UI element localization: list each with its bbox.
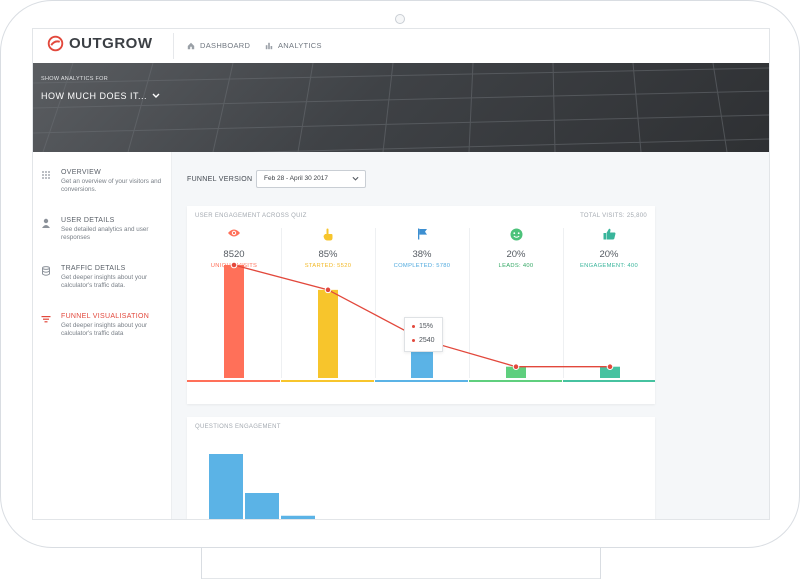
tooltip-pct-row: 15%	[412, 323, 433, 330]
funnel-chart	[187, 261, 655, 382]
funnel-icon	[41, 316, 51, 323]
column-divider	[375, 228, 376, 378]
sidebar-item-traffic-details[interactable]: TRAFFIC DETAILS Get deeper insights abou…	[41, 265, 169, 299]
question-bar	[245, 493, 279, 519]
column-divider	[469, 228, 470, 378]
stage-label: ENGAGEMENT: 400	[580, 263, 638, 269]
database-icon	[42, 266, 50, 276]
funnel-bar	[318, 289, 338, 378]
tooltip-count: 2540	[419, 337, 435, 344]
stage-value: 20%	[506, 249, 526, 260]
top-navbar: OUTGROW DASHBOARD ANALYTICS	[33, 29, 769, 64]
webcam	[395, 14, 405, 24]
sidebar-item-overview[interactable]: OVERVIEW Get an overview of your visitor…	[41, 169, 169, 203]
funnel-stage-engagement[interactable]: 20% ENGAGEMENT: 400	[563, 228, 655, 278]
chart-tooltip: 15% 2540	[404, 317, 443, 352]
funnel-baseline	[563, 380, 655, 382]
chevron-down-icon	[152, 93, 160, 98]
monitor-frame: OUTGROW DASHBOARD ANALYTICS	[32, 14, 770, 520]
engagement-card-title: USER ENGAGEMENT ACROSS QUIZ	[195, 213, 307, 219]
funnel-bar	[506, 366, 526, 378]
eye-icon-wrap	[187, 228, 281, 240]
bar-chart-icon	[265, 42, 273, 49]
stage-label: STARTED: 5520	[304, 263, 352, 269]
stage-value: 8520	[223, 249, 245, 260]
flag-icon-wrap	[375, 228, 469, 240]
tooltip-dot	[412, 325, 415, 328]
nav-analytics-label: ANALYTICS	[278, 41, 322, 50]
nav-dashboard[interactable]: DASHBOARD	[187, 41, 250, 50]
stage-label: LEADS: 400	[498, 263, 534, 269]
flag-icon	[417, 228, 427, 240]
sidebar-item-traffic-details-desc: Get deeper insights about your calculato…	[61, 274, 148, 289]
sidebar-item-user-details[interactable]: USER DETAILS See detailed analytics and …	[41, 217, 169, 251]
sidebar-item-overview-desc: Get an overview of your visitors and con…	[61, 178, 162, 193]
brand-logo[interactable]: OUTGROW	[47, 35, 153, 52]
question-bar	[281, 515, 315, 519]
sidebar-item-overview-title: OVERVIEW	[61, 169, 102, 176]
funnel-stage-leads[interactable]: 20% LEADS: 400	[469, 228, 563, 278]
sidebar-item-funnel-visualisation-desc: Get deeper insights about your calculato…	[61, 322, 148, 337]
home-icon	[187, 42, 195, 49]
stage-value: 20%	[599, 249, 619, 260]
funnel-version-label: FUNNEL VERSION	[187, 176, 253, 183]
thumbs-up-icon-wrap	[563, 228, 655, 240]
grid-dots-icon	[42, 171, 50, 179]
thumbs-up-icon	[603, 228, 615, 240]
calculator-selector[interactable]: HOW MUCH DOES IT...	[41, 91, 160, 101]
funnel-baseline	[469, 380, 562, 382]
hero-subtitle: SHOW ANALYTICS FOR	[41, 76, 109, 82]
funnel-trend-point	[230, 261, 238, 269]
column-divider	[563, 228, 564, 378]
stage-label: COMPLETED: 5780	[393, 263, 451, 269]
sidebar-item-user-details-title: USER DETAILS	[61, 217, 115, 224]
funnel-stage-completed[interactable]: 38% COMPLETED: 5780	[375, 228, 469, 278]
funnel-bar	[600, 366, 620, 378]
monitor-stand	[201, 548, 601, 579]
hero-background-pattern	[33, 63, 769, 152]
nav-analytics[interactable]: ANALYTICS	[265, 41, 322, 50]
total-visits: TOTAL VISITS: 25,800	[580, 213, 647, 219]
user-icon	[42, 218, 50, 228]
sidebar: OVERVIEW Get an overview of your visitor…	[33, 152, 172, 519]
hero-banner: SHOW ANALYTICS FOR HOW MUCH DOES IT...	[33, 63, 769, 152]
calculator-title: HOW MUCH DOES IT...	[41, 91, 147, 101]
funnel-baseline	[281, 380, 374, 382]
sidebar-item-funnel-visualisation-title: FUNNEL VISUALISATION	[61, 313, 150, 320]
outgrow-logo-icon	[47, 35, 64, 52]
stage-value: 85%	[318, 249, 338, 260]
questions-chart	[209, 454, 315, 519]
smiley-icon	[510, 228, 522, 241]
eye-icon	[228, 229, 240, 237]
stage-value: 38%	[412, 249, 432, 260]
pointer-hand-icon-wrap	[281, 228, 375, 241]
funnel-version-value: Feb 28 - April 30 2017	[264, 175, 328, 182]
nav-divider	[173, 33, 174, 59]
tooltip-count-row: 2540	[412, 337, 435, 344]
funnel-trend-point	[512, 363, 520, 370]
funnel-trend-point	[324, 286, 332, 294]
pointer-hand-icon	[323, 228, 333, 241]
question-bar	[209, 454, 243, 519]
brand-name: OUTGROW	[69, 35, 153, 52]
column-divider	[281, 228, 282, 378]
funnel-baseline	[187, 380, 280, 382]
funnel-version-dropdown[interactable]: Feb 28 - April 30 2017	[256, 170, 366, 188]
funnel-trend-point	[606, 363, 614, 370]
questions-engagement-card: QUESTIONS ENGAGEMENT	[187, 417, 655, 519]
sidebar-item-funnel-visualisation[interactable]: FUNNEL VISUALISATION Get deeper insights…	[41, 313, 169, 347]
tooltip-pct: 15%	[419, 323, 434, 330]
funnel-stage-started[interactable]: 85% STARTED: 5520	[281, 228, 375, 278]
app-screen: OUTGROW DASHBOARD ANALYTICS	[32, 28, 770, 520]
nav-dashboard-label: DASHBOARD	[200, 41, 251, 50]
user-engagement-card: USER ENGAGEMENT ACROSS QUIZ TOTAL VISITS…	[187, 206, 655, 404]
smiley-icon-wrap	[469, 228, 563, 241]
funnel-baseline	[375, 380, 468, 382]
funnel-bar	[224, 265, 244, 378]
questions-card-title: QUESTIONS ENGAGEMENT	[195, 424, 281, 430]
tooltip-dot	[412, 339, 415, 342]
chevron-down-icon	[352, 176, 359, 181]
sidebar-item-traffic-details-title: TRAFFIC DETAILS	[61, 265, 126, 272]
sidebar-item-user-details-desc: See detailed analytics and user response…	[61, 226, 149, 241]
